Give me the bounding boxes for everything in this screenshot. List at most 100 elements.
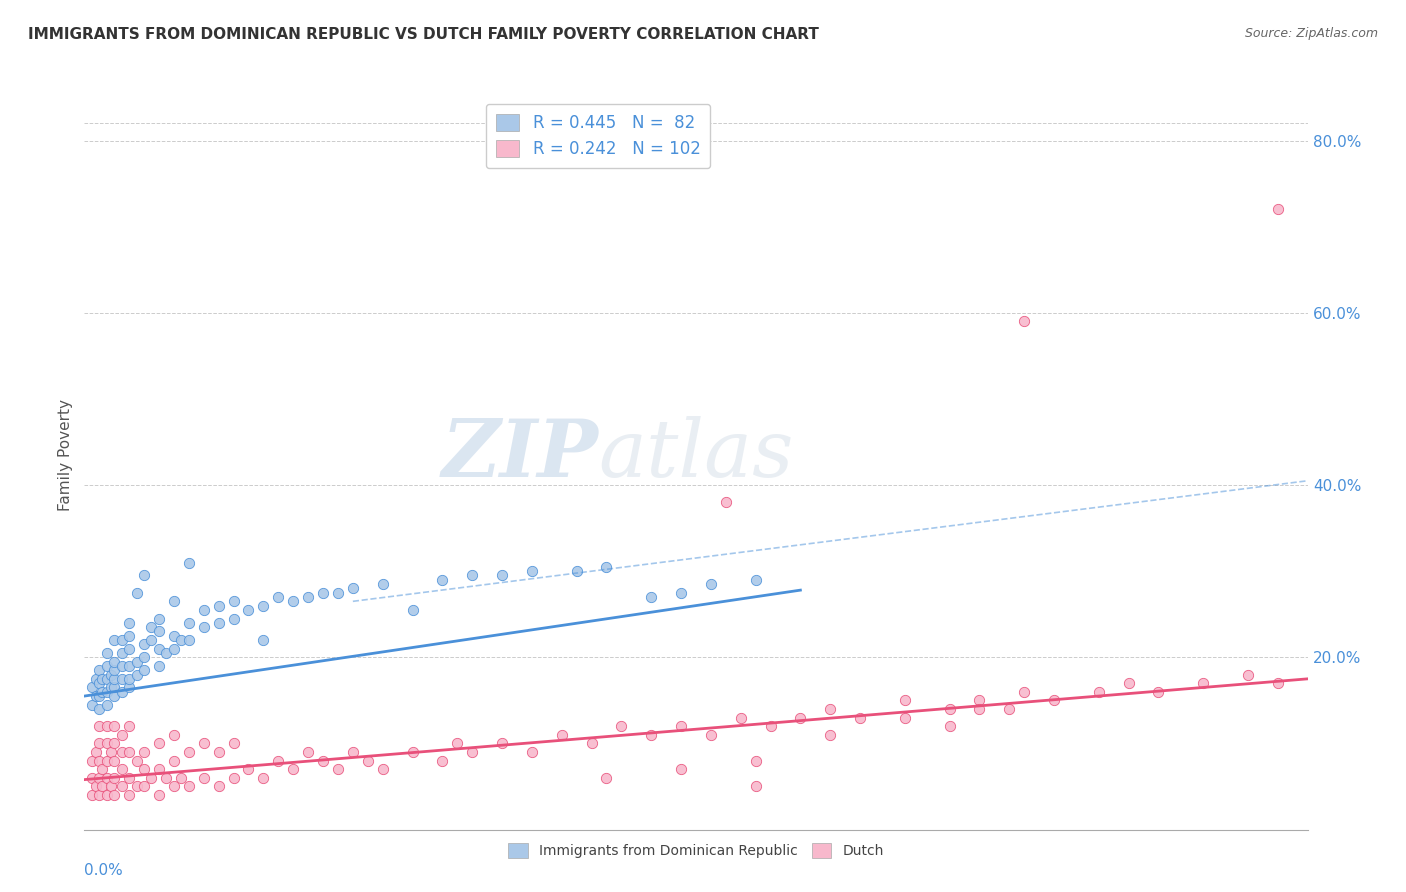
Point bbox=[118, 659, 141, 673]
Point bbox=[103, 689, 125, 703]
Point bbox=[238, 762, 260, 776]
Point bbox=[177, 615, 200, 630]
Point bbox=[371, 577, 394, 591]
Point bbox=[193, 771, 215, 785]
Point bbox=[1012, 685, 1035, 699]
Point bbox=[132, 650, 155, 665]
Point bbox=[132, 568, 155, 582]
Point bbox=[80, 681, 103, 695]
Point bbox=[177, 556, 200, 570]
Text: atlas: atlas bbox=[598, 417, 793, 493]
Point bbox=[193, 620, 215, 634]
Point bbox=[103, 663, 125, 677]
Point bbox=[401, 603, 423, 617]
Legend: Immigrants from Dominican Republic, Dutch: Immigrants from Dominican Republic, Dutc… bbox=[503, 838, 889, 863]
Point bbox=[326, 762, 349, 776]
Point bbox=[595, 560, 617, 574]
Point bbox=[252, 771, 274, 785]
Point bbox=[1118, 676, 1140, 690]
Point bbox=[118, 745, 141, 759]
Point bbox=[118, 788, 141, 802]
Point bbox=[118, 672, 141, 686]
Point bbox=[96, 788, 118, 802]
Point bbox=[669, 585, 692, 599]
Point bbox=[818, 728, 841, 742]
Point bbox=[89, 754, 111, 768]
Point bbox=[111, 728, 134, 742]
Point bbox=[111, 745, 134, 759]
Point bbox=[89, 736, 111, 750]
Point bbox=[100, 667, 122, 681]
Point bbox=[111, 762, 134, 776]
Point bbox=[132, 762, 155, 776]
Point bbox=[132, 663, 155, 677]
Text: 0.0%: 0.0% bbox=[84, 863, 124, 879]
Point bbox=[700, 728, 723, 742]
Point bbox=[148, 736, 170, 750]
Point bbox=[207, 780, 229, 794]
Point bbox=[222, 611, 245, 625]
Point bbox=[111, 780, 134, 794]
Point bbox=[111, 685, 134, 699]
Point bbox=[432, 573, 454, 587]
Point bbox=[91, 685, 114, 699]
Point bbox=[84, 745, 107, 759]
Point bbox=[170, 771, 193, 785]
Point bbox=[312, 585, 335, 599]
Point bbox=[103, 655, 125, 669]
Point bbox=[938, 719, 960, 733]
Point bbox=[89, 788, 111, 802]
Text: IMMIGRANTS FROM DOMINICAN REPUBLIC VS DUTCH FAMILY POVERTY CORRELATION CHART: IMMIGRANTS FROM DOMINICAN REPUBLIC VS DU… bbox=[28, 27, 818, 42]
Point bbox=[401, 745, 423, 759]
Point bbox=[100, 681, 122, 695]
Point bbox=[193, 603, 215, 617]
Point bbox=[326, 585, 349, 599]
Point bbox=[446, 736, 468, 750]
Point bbox=[252, 633, 274, 648]
Point bbox=[118, 641, 141, 656]
Point bbox=[103, 681, 125, 695]
Point bbox=[894, 710, 917, 724]
Point bbox=[100, 780, 122, 794]
Point bbox=[565, 564, 588, 578]
Point bbox=[111, 659, 134, 673]
Point bbox=[91, 762, 114, 776]
Point bbox=[89, 702, 111, 716]
Point bbox=[125, 667, 148, 681]
Point bbox=[1267, 202, 1289, 217]
Point bbox=[177, 780, 200, 794]
Point bbox=[177, 745, 200, 759]
Point bbox=[252, 599, 274, 613]
Point bbox=[461, 745, 484, 759]
Point bbox=[283, 762, 305, 776]
Point bbox=[103, 719, 125, 733]
Point bbox=[80, 771, 103, 785]
Text: Source: ZipAtlas.com: Source: ZipAtlas.com bbox=[1244, 27, 1378, 40]
Point bbox=[700, 577, 723, 591]
Point bbox=[283, 594, 305, 608]
Point bbox=[744, 780, 766, 794]
Point bbox=[894, 693, 917, 707]
Point bbox=[148, 611, 170, 625]
Point bbox=[118, 771, 141, 785]
Point bbox=[89, 676, 111, 690]
Point bbox=[89, 663, 111, 677]
Point bbox=[1043, 693, 1066, 707]
Point bbox=[125, 655, 148, 669]
Point bbox=[267, 754, 290, 768]
Point bbox=[491, 736, 513, 750]
Point bbox=[969, 702, 991, 716]
Point bbox=[170, 633, 193, 648]
Point bbox=[89, 689, 111, 703]
Point bbox=[80, 754, 103, 768]
Point bbox=[520, 745, 543, 759]
Point bbox=[163, 629, 186, 643]
Point bbox=[371, 762, 394, 776]
Point bbox=[118, 629, 141, 643]
Point bbox=[1192, 676, 1215, 690]
Point bbox=[207, 599, 229, 613]
Point bbox=[111, 633, 134, 648]
Point bbox=[998, 702, 1021, 716]
Point bbox=[155, 771, 177, 785]
Point bbox=[669, 719, 692, 733]
